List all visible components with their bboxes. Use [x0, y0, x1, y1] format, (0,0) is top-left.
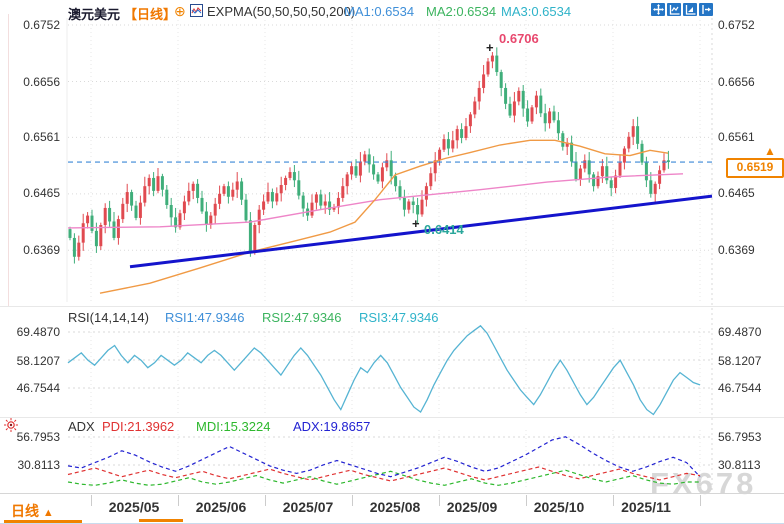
adx-axis-left-1: 30.8113	[17, 458, 61, 472]
pane-separator-main-rsi	[0, 306, 784, 307]
tab-daily-period[interactable]: 日线 ▲	[11, 501, 54, 521]
scale-axis-icon[interactable]	[683, 3, 697, 16]
pane-separator-rsi-adx	[0, 417, 784, 418]
rsi1-value: RSI1:47.9346	[165, 310, 245, 325]
rsi3-value: RSI3:47.9346	[359, 310, 439, 325]
ma3-value: MA3:0.6534	[501, 4, 572, 19]
adx-value: ADX:19.8657	[293, 419, 371, 434]
rsi-title: RSI(14,14,14)	[68, 310, 149, 325]
main-axis-left-2: 0.6561	[23, 130, 60, 144]
left-gutter-divider	[8, 14, 9, 306]
adx-axis-right-1: 30.8113	[718, 458, 761, 472]
month-tick	[526, 495, 527, 506]
main-axis-right-0: 0.6752	[718, 18, 755, 32]
add-indicator-icon[interactable]: ⊕	[174, 3, 186, 19]
fit-range-icon[interactable]	[667, 3, 681, 16]
chart-style-icon[interactable]	[190, 4, 203, 22]
low-annotation: 0.6414	[424, 222, 464, 237]
tab-active-underline	[4, 520, 82, 523]
tab-daily-label: 日线	[11, 503, 39, 519]
pan-right-icon[interactable]	[699, 3, 713, 16]
adx-axis-right-0: 56.7953	[718, 430, 762, 444]
indicator-name: EXPMA(50,50,50,50,200)	[207, 4, 356, 19]
high-point-marker: +	[486, 40, 494, 55]
main-axis-right-4: 0.6369	[718, 243, 755, 257]
main-axis-right-3: 0.6465	[718, 186, 755, 200]
main-axis-left-3: 0.6465	[23, 186, 60, 200]
month-label-5: 2025/10	[533, 499, 585, 515]
ma2-value: MA2:0.6534	[426, 4, 497, 19]
high-annotation: 0.6706	[499, 31, 539, 46]
month-label-4: 2025/09	[446, 499, 498, 515]
rsi-axis-right-1: 58.1207	[718, 354, 762, 368]
rsi-axis-right-2: 46.7544	[718, 381, 762, 395]
month-label-0: 2025/05	[108, 499, 160, 515]
month-tick	[613, 495, 614, 506]
symbol-name: 澳元美元	[68, 7, 121, 22]
month-tick	[439, 495, 440, 506]
month-label-3: 2025/08	[369, 499, 421, 515]
scrollbar-thumb[interactable]	[139, 519, 183, 522]
crosshair-move-icon[interactable]	[651, 3, 665, 16]
period-label: 【日线】	[124, 7, 177, 22]
timeline-top-border	[0, 493, 784, 494]
adx-axis-left-0: 56.7953	[16, 430, 60, 444]
month-label-2: 2025/07	[282, 499, 334, 515]
adx-settings-sun-icon[interactable]	[3, 417, 19, 438]
month-label-1: 2025/06	[195, 499, 247, 515]
month-tick	[178, 495, 179, 506]
month-tick	[352, 495, 353, 506]
low-point-marker: +	[412, 216, 420, 231]
main-axis-left-0: 0.6752	[23, 18, 60, 32]
month-tick	[700, 495, 701, 506]
main-axis-left-1: 0.6656	[23, 75, 60, 89]
chart-toolbar	[651, 3, 713, 16]
ma1-value: MA1:0.6534	[344, 4, 415, 19]
rsi-axis-right-0: 69.4870	[718, 325, 762, 339]
main-axis-right-2: 0.6561	[718, 130, 755, 144]
rsi-axis-left-2: 46.7544	[16, 381, 60, 395]
rsi-axis-left-0: 69.4870	[16, 325, 60, 339]
rsi2-value: RSI2:47.9346	[262, 310, 342, 325]
main-axis-left-4: 0.6369	[23, 243, 60, 257]
month-label-6: 2025/11	[621, 499, 671, 515]
month-tick	[265, 495, 266, 506]
month-tick	[91, 495, 92, 506]
adx-title: ADX	[68, 419, 95, 434]
price-up-arrow-icon: ▲	[764, 144, 776, 158]
pdi-value: PDI:21.3962	[102, 419, 175, 434]
main-axis-right-1: 0.6656	[718, 75, 755, 89]
mdi-value: MDI:15.3224	[196, 419, 271, 434]
current-price-tag: 0.6519	[726, 158, 784, 178]
tab-arrow-icon: ▲	[42, 507, 54, 519]
rsi-axis-left-1: 58.1207	[16, 354, 60, 368]
